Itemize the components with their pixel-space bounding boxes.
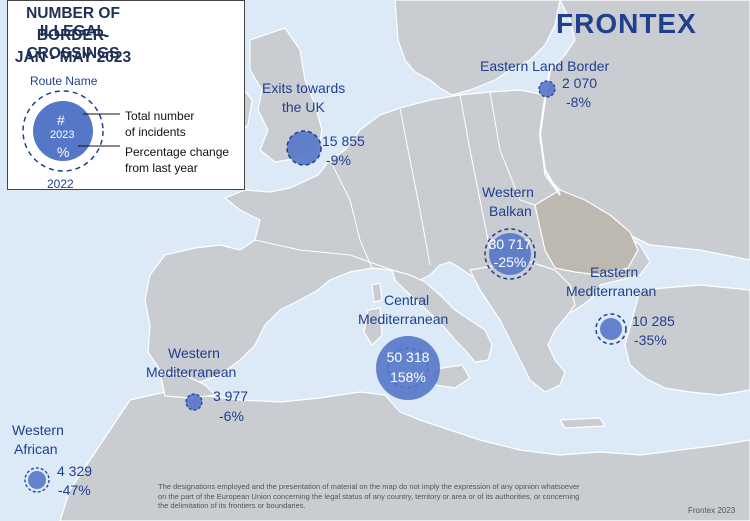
route-name-central-med-2: Mediterranean xyxy=(358,311,449,327)
route-name-eastern-land-border: Eastern Land Border xyxy=(480,58,610,74)
disclaimer-line-1: The designations employed and the presen… xyxy=(158,482,580,491)
legend-graphic xyxy=(22,90,120,172)
land-scandinavia xyxy=(394,0,561,96)
route-name-western-med-1: Western xyxy=(168,345,220,361)
bubble-exits-uk[interactable] xyxy=(286,130,322,166)
legend-year-previous: 2022 xyxy=(47,177,74,191)
bubble-western-african[interactable] xyxy=(28,471,46,489)
route-name-eastern-med-2: Mediterranean xyxy=(566,283,657,299)
route-change-eastern-land-border: -8% xyxy=(566,94,591,110)
route-name-western-african-2: African xyxy=(14,441,58,457)
land-corsica xyxy=(371,282,383,303)
route-name-western-african-1: Western xyxy=(12,422,64,438)
route-name-western-balkan-1: Western xyxy=(482,184,534,200)
route-value-western-african: 4 329 xyxy=(57,463,93,479)
route-name-exits-uk-2: the UK xyxy=(282,99,325,115)
route-value-exits-uk: 15 855 xyxy=(322,133,365,149)
land-romania-bulgaria xyxy=(534,189,639,276)
route-value-central-med: 50 318 xyxy=(386,349,430,365)
internal-borders xyxy=(254,91,536,271)
bubble-eastern-med[interactable] xyxy=(600,318,622,340)
bubble-western-balkan[interactable] xyxy=(489,233,531,275)
credit: Frontex 2023 xyxy=(688,506,736,515)
legend-pct-1: Percentage change xyxy=(125,145,230,159)
route-change-eastern-med: -35% xyxy=(634,332,667,348)
bubble-central-med[interactable] xyxy=(376,336,440,400)
route-name-western-balkan-2: Balkan xyxy=(489,203,532,219)
frontex-logo: FRONTEX xyxy=(556,8,697,39)
title-line-3: JAN - MAY 2023 xyxy=(14,49,132,66)
route-name-eastern-med-1: Eastern xyxy=(590,264,639,280)
route-change-western-balkan: -25% xyxy=(493,254,527,270)
title-line-1: NUMBER OF ILLEGAL xyxy=(26,5,120,40)
land-italy xyxy=(391,269,493,363)
bubble-western-balkan-2022 xyxy=(484,228,536,280)
route-change-exits-uk: -9% xyxy=(326,152,351,168)
land-sardinia xyxy=(363,307,383,346)
legend-year-current: 2023 xyxy=(50,129,75,141)
land-balkans xyxy=(469,261,576,393)
legend-percent: % xyxy=(57,144,70,160)
land-turkey xyxy=(624,284,750,396)
land-north-africa xyxy=(59,391,750,521)
disclaimer: The designations employed and the presen… xyxy=(158,482,658,511)
route-change-central-med: 158% xyxy=(390,369,426,385)
legend-pct-2: from last year xyxy=(125,161,198,175)
route-value-eastern-med: 10 285 xyxy=(632,313,675,329)
land-crete xyxy=(558,417,607,429)
disclaimer-line-2: on the part of the European Union concer… xyxy=(158,491,580,501)
route-value-western-med: 3 977 xyxy=(213,388,249,404)
bubble-eastern-med-2022 xyxy=(595,313,627,345)
land-iberia-highlight xyxy=(159,371,217,399)
route-value-western-balkan: 30 717 xyxy=(488,236,532,252)
legend-total-2: of incidents xyxy=(125,125,186,139)
route-name-western-med-2: Mediterranean xyxy=(146,364,237,380)
legend-box: NUMBER OF ILLEGAL BORDER-CROSSINGS JAN -… xyxy=(7,0,245,191)
legend-route-name: Route Name xyxy=(30,74,98,88)
route-change-western-med: -6% xyxy=(219,408,244,424)
route-name-exits-uk-1: Exits towards xyxy=(262,80,346,96)
bubble-western-med[interactable] xyxy=(185,393,203,411)
legend-hash: # xyxy=(57,112,65,128)
bubble-eastern-land-border[interactable] xyxy=(538,80,556,98)
route-value-eastern-land-border: 2 070 xyxy=(562,75,598,91)
disclaimer-line-3: the delimitation of its frontiers or bou… xyxy=(158,501,306,510)
legend-total-1: Total number xyxy=(125,109,195,123)
title-line-2: BORDER-CROSSINGS xyxy=(26,27,120,62)
bubble-western-african-2022 xyxy=(24,467,50,493)
route-name-central-med-1: Central xyxy=(384,292,430,308)
route-change-western-african: -47% xyxy=(58,482,91,498)
